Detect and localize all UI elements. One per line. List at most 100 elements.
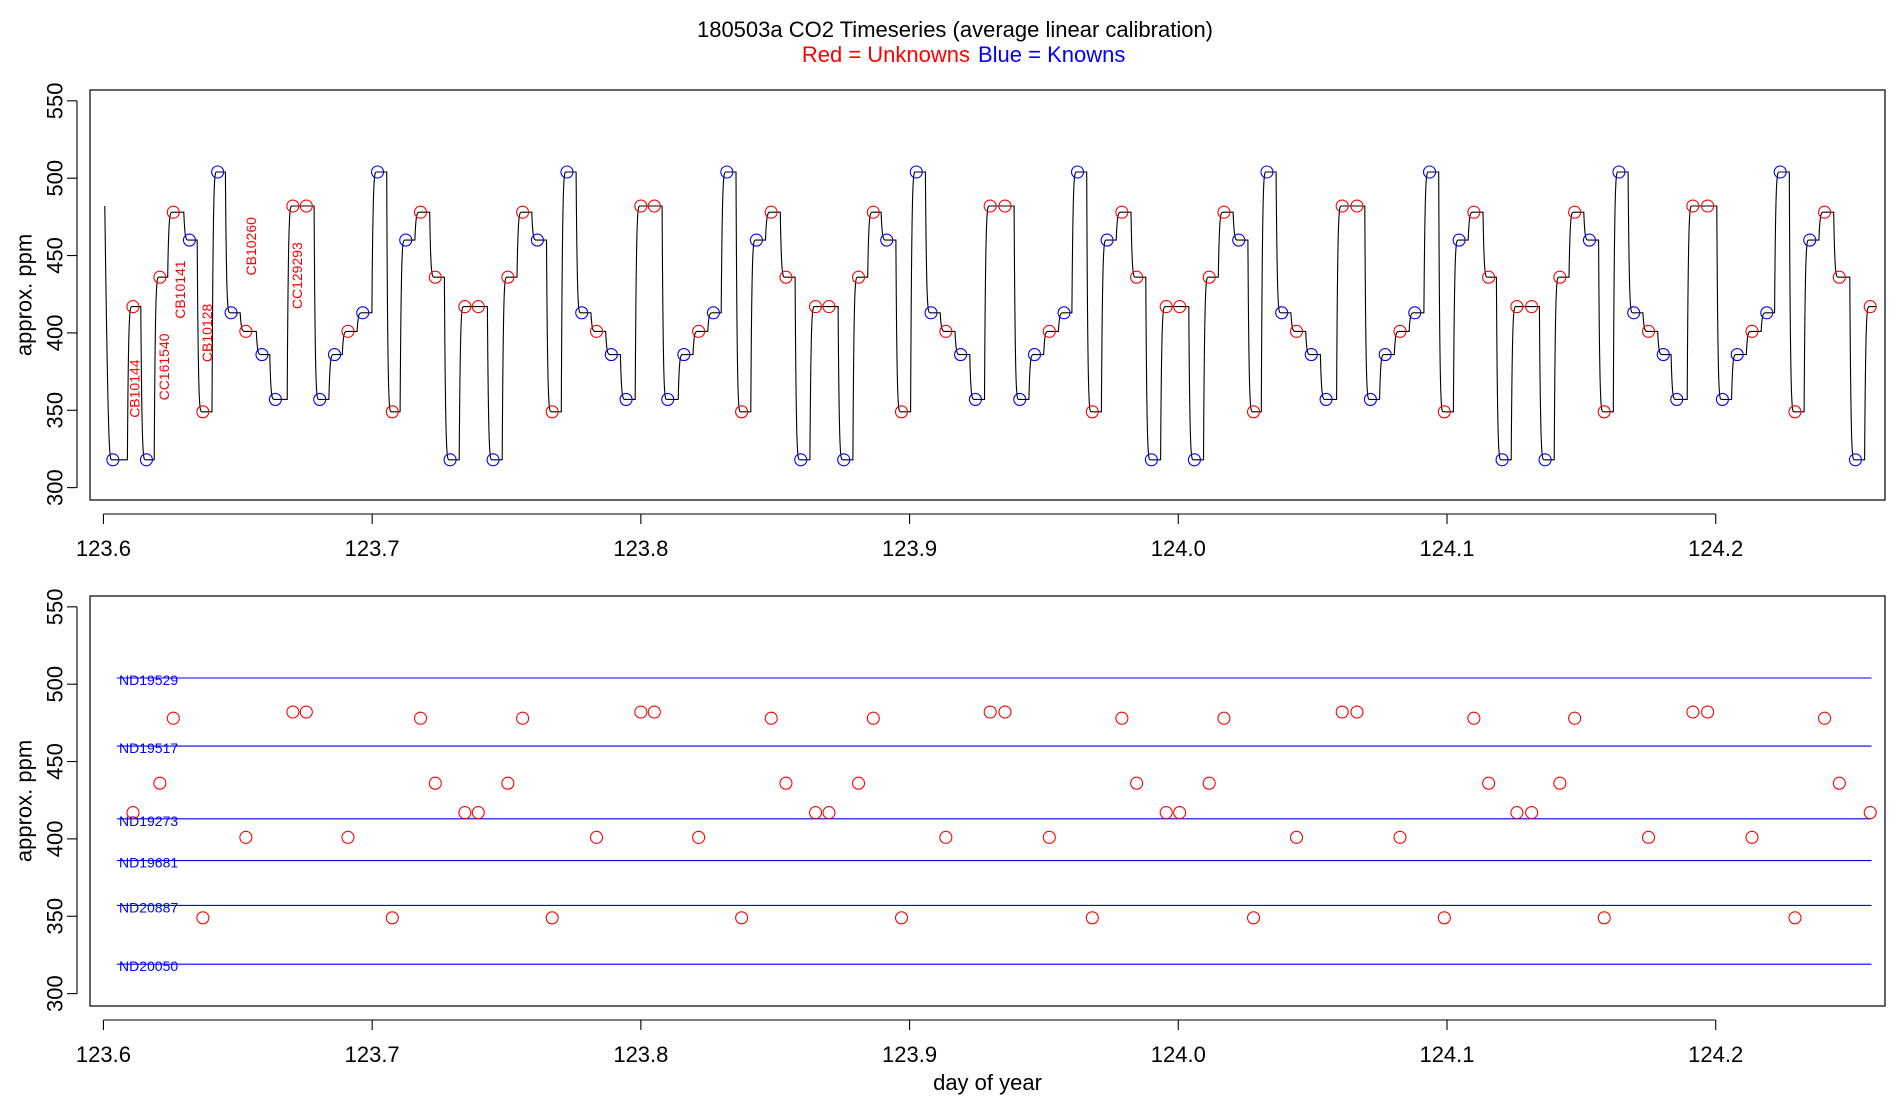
known-standard-marker bbox=[327, 348, 342, 362]
standard-label: ND19517 bbox=[119, 740, 178, 756]
unknown-sample-marker bbox=[1817, 205, 1832, 219]
unknown-sample-marker bbox=[1437, 405, 1451, 419]
unknown-sample-marker bbox=[239, 324, 253, 338]
unknown-sample-point bbox=[1173, 806, 1187, 820]
unknown-sample-point bbox=[983, 705, 997, 719]
unknown-sample-point bbox=[545, 911, 559, 925]
known-standard-marker bbox=[224, 306, 238, 320]
y-tick-label: 500 bbox=[43, 666, 68, 703]
unknown-sample-point bbox=[634, 705, 648, 719]
known-standard-marker bbox=[1057, 306, 1071, 320]
unknown-sample-point bbox=[341, 830, 355, 844]
y-tick-label: 500 bbox=[43, 160, 68, 197]
known-standard-marker bbox=[255, 348, 269, 362]
unknown-sample-marker bbox=[166, 205, 180, 219]
y-tick-label: 350 bbox=[43, 392, 68, 429]
unknown-sample-marker bbox=[1289, 324, 1304, 338]
unknown-sample-point bbox=[1568, 711, 1582, 725]
known-standard-marker bbox=[604, 348, 618, 362]
unknown-sample-point bbox=[166, 711, 180, 725]
known-standard-marker bbox=[1656, 348, 1670, 362]
unknown-sample-point bbox=[735, 911, 749, 925]
unknown-sample-marker bbox=[299, 199, 313, 213]
known-standard-marker bbox=[1538, 453, 1552, 467]
x-tick-label: 123.9 bbox=[882, 536, 937, 561]
x-tick-label: 124.0 bbox=[1151, 1042, 1206, 1067]
known-standard-marker bbox=[1408, 306, 1422, 320]
known-standard-marker bbox=[909, 165, 923, 179]
unknown-sample-point bbox=[1217, 711, 1231, 725]
y-tick-label: 400 bbox=[43, 821, 68, 858]
known-standard-marker bbox=[720, 165, 734, 179]
unknown-sample-marker bbox=[1568, 205, 1582, 219]
tank-id-label: CB10128 bbox=[199, 304, 215, 363]
y-tick-label: 300 bbox=[43, 975, 68, 1012]
top-sample-markers bbox=[106, 165, 1877, 467]
standard-label: ND19529 bbox=[119, 672, 178, 688]
figure-header: 180503a CO2 Timeseries (average linear c… bbox=[697, 17, 1213, 67]
unknown-sample-marker bbox=[1042, 324, 1056, 338]
unknown-sample-point bbox=[1289, 830, 1304, 844]
x-tick-label: 124.1 bbox=[1419, 1042, 1474, 1067]
unknown-sample-point bbox=[428, 776, 442, 790]
unknown-sample-point bbox=[196, 911, 210, 925]
unknown-sample-marker bbox=[126, 300, 140, 314]
known-standard-marker bbox=[749, 233, 763, 247]
unknown-sample-point bbox=[385, 911, 399, 925]
unknown-sample-point bbox=[1350, 705, 1364, 719]
standard-label: ND20050 bbox=[119, 958, 178, 974]
unknown-sample-point bbox=[1130, 776, 1144, 790]
unknown-sample-marker bbox=[1393, 324, 1407, 338]
unknown-sample-marker bbox=[458, 300, 472, 314]
known-standard-marker bbox=[1260, 165, 1274, 179]
known-standard-marker bbox=[1070, 165, 1085, 179]
known-standard-marker bbox=[1452, 233, 1466, 247]
unknown-sample-point bbox=[1863, 806, 1877, 820]
unknown-sample-point bbox=[822, 806, 836, 820]
unknown-sample-marker bbox=[545, 405, 559, 419]
tank-id-label: CC129293 bbox=[289, 242, 305, 309]
unknown-sample-marker bbox=[589, 324, 604, 338]
known-standard-marker bbox=[370, 165, 385, 179]
known-standard-marker bbox=[211, 165, 225, 179]
unknown-sample-point bbox=[1788, 911, 1802, 925]
known-standard-marker bbox=[1612, 165, 1626, 179]
known-standard-marker bbox=[1319, 392, 1333, 406]
known-standard-marker bbox=[706, 306, 720, 320]
unknown-sample-point bbox=[1159, 806, 1173, 820]
unknown-sample-point bbox=[471, 806, 485, 820]
unknown-sample-marker bbox=[939, 324, 953, 338]
known-standard-marker bbox=[139, 453, 153, 467]
x-tick-label: 124.2 bbox=[1688, 536, 1743, 561]
unknown-sample-point bbox=[126, 806, 140, 820]
unknown-sample-marker bbox=[471, 300, 485, 314]
unknown-sample-point bbox=[413, 711, 428, 725]
unknown-sample-point bbox=[299, 705, 313, 719]
unknown-sample-marker bbox=[647, 199, 661, 213]
unknown-sample-point bbox=[1553, 776, 1567, 790]
legend-knowns: Blue = Knowns bbox=[978, 42, 1125, 67]
known-standard-marker bbox=[575, 306, 589, 320]
chart-title: 180503a CO2 Timeseries (average linear c… bbox=[697, 17, 1213, 42]
unknown-sample-marker bbox=[983, 199, 997, 213]
unknown-sample-point bbox=[458, 806, 472, 820]
tank-id-label: CB10141 bbox=[172, 260, 188, 319]
unknown-sample-marker bbox=[1350, 199, 1364, 213]
known-standard-marker bbox=[1773, 165, 1787, 179]
known-standard-marker bbox=[1378, 348, 1392, 362]
unknown-sample-point bbox=[286, 705, 300, 719]
unknown-sample-point bbox=[1335, 705, 1349, 719]
known-standard-marker bbox=[106, 453, 120, 467]
known-standard-marker bbox=[1275, 306, 1289, 320]
unknown-sample-point bbox=[894, 911, 909, 925]
x-tick-label: 123.6 bbox=[76, 1042, 131, 1067]
unknown-sample-marker bbox=[764, 205, 778, 219]
unknown-sample-point bbox=[1745, 830, 1759, 844]
known-standard-marker bbox=[677, 348, 691, 362]
known-standard-marker bbox=[1582, 233, 1596, 247]
known-standard-marker bbox=[1760, 306, 1774, 320]
unknown-sample-marker bbox=[735, 405, 749, 419]
x-tick-label: 123.8 bbox=[613, 536, 668, 561]
y-tick-label: 450 bbox=[43, 743, 68, 780]
